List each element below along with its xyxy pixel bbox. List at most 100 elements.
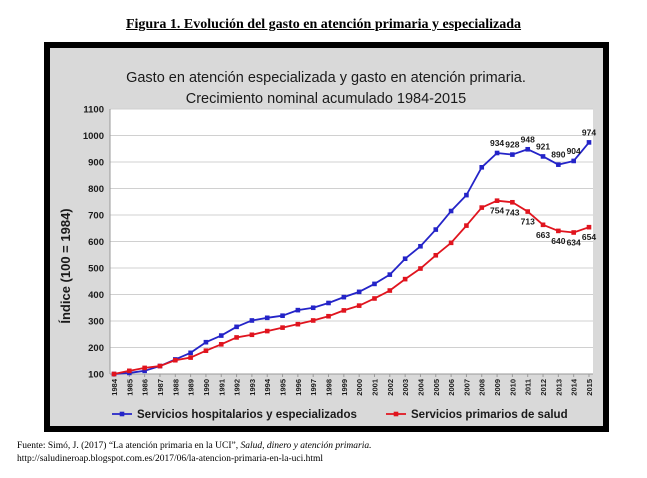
x-tick-label: 1991 [217, 379, 226, 396]
chart-subtitle: Crecimiento nominal acumulado 1984-2015 [186, 91, 467, 107]
series-1-point [188, 350, 193, 356]
y-tick-label: 1100 [83, 105, 104, 116]
y-tick-label: 1000 [83, 131, 104, 142]
chart-frame: Gasto en atención especializada y gasto … [44, 42, 609, 432]
series-2-point [188, 355, 193, 360]
x-tick-label: 2008 [478, 379, 487, 396]
source-note: Fuente: Simó, J. (2017) “La atención pri… [17, 440, 372, 466]
x-tick-label: 1990 [202, 379, 211, 396]
source-url[interactable]: http://saludineroap.blogspot.com.es/2017… [17, 454, 324, 464]
grid-lines [110, 108, 593, 375]
x-tick-label: 2000 [355, 379, 364, 396]
series-1-point [464, 192, 469, 198]
legend-marker-1 [119, 411, 125, 417]
series-2-point [326, 313, 331, 319]
series-1-point [295, 307, 301, 313]
x-tick-label: 2015 [585, 379, 594, 396]
series-2-point [157, 363, 163, 369]
series-1-point [418, 243, 423, 249]
series-2-point [418, 266, 423, 271]
series-2-point [510, 199, 515, 205]
x-tick-label: 2012 [539, 379, 548, 396]
data-label: 934 [490, 138, 504, 148]
series-1-point [448, 208, 454, 214]
y-tick-label: 400 [88, 290, 104, 301]
series-1-point [387, 272, 393, 277]
series-1-point [525, 146, 531, 152]
x-tick-label: 1995 [279, 379, 288, 396]
x-tick-label: 2011 [524, 379, 533, 395]
x-tick-label: 1998 [325, 379, 334, 396]
series-1-point [540, 154, 546, 159]
series-2-point [341, 308, 347, 313]
series-2-point [433, 252, 439, 258]
series-1-point [249, 318, 255, 323]
x-tick-label: 1997 [309, 379, 318, 396]
series-1-point [142, 368, 147, 374]
data-label: 634 [567, 237, 581, 247]
y-tick-label: 200 [88, 343, 104, 354]
series-line-1 [113, 141, 590, 375]
source-prefix: Fuente: Simó, J. (2017) “La atención pri… [17, 441, 241, 451]
series-1-point [356, 289, 362, 295]
series-2-point [556, 228, 561, 234]
x-tick-label: 2009 [493, 379, 502, 396]
series-2-point [249, 332, 255, 338]
x-tick-label: 1999 [340, 379, 349, 396]
x-tick-label: 2006 [447, 379, 456, 396]
series-1-point [510, 152, 515, 157]
x-tick-label: 1984 [110, 378, 119, 396]
series-1-point [402, 256, 408, 262]
figure-title: Figura 1. Evolución del gasto en atenció… [125, 17, 522, 32]
legend-label-2: Servicios primarios de salud [411, 409, 568, 421]
source-italic: Salud, dinero y atención primaria. [240, 441, 372, 451]
series-1-point [341, 294, 347, 300]
series-1-point [310, 305, 316, 311]
source-citation: Fuente: Simó, J. (2017) “La atención pri… [17, 440, 372, 453]
series-2-point [464, 223, 469, 228]
chart-title: Gasto en atención especializada y gasto … [126, 70, 526, 86]
x-tick-label: 2010 [508, 379, 517, 396]
data-label: 654 [582, 232, 596, 242]
y-tick-label: 500 [88, 264, 104, 275]
x-tick-label: 2002 [386, 379, 395, 396]
data-label: 754 [490, 206, 504, 216]
data-label: 974 [582, 127, 596, 137]
x-tick-label: 1994 [263, 378, 272, 396]
series-2-point [111, 371, 117, 377]
x-tick-label: 1986 [141, 379, 150, 396]
series-2-point [264, 328, 270, 334]
x-tick-label: 1993 [248, 379, 257, 396]
series-1-point [494, 150, 500, 156]
legend-marker-2 [393, 411, 399, 417]
series-1-point [203, 339, 209, 345]
y-tick-label: 600 [88, 237, 104, 248]
x-tick-label: 1985 [125, 379, 134, 396]
data-label: 663 [536, 230, 550, 240]
series-2-point [525, 209, 531, 214]
x-tick-label: 2004 [416, 378, 425, 396]
series-2-point [402, 276, 408, 282]
data-label: 890 [551, 150, 565, 160]
y-tick-label: 900 [88, 158, 104, 169]
series-2-point [586, 224, 592, 230]
data-label: 743 [505, 207, 519, 217]
data-label: 928 [505, 140, 519, 150]
series-2-point [172, 357, 178, 363]
series-1-point [218, 333, 224, 338]
y-tick-label: 300 [88, 317, 104, 328]
chart-panel: Gasto en atención especializada y gasto … [50, 48, 603, 426]
series-2-point [127, 368, 132, 374]
series-1-point [264, 315, 270, 321]
y-axis-label: Índice (100 = 1984) [58, 208, 73, 323]
series-2-point [295, 321, 301, 327]
series-1-point [586, 140, 592, 145]
series-2-point [571, 230, 576, 235]
legend-label-1: Servicios hospitalarios y especializados [137, 409, 357, 421]
chart: Gasto en atención especializada y gasto … [58, 70, 596, 421]
series-1-point [372, 281, 377, 287]
series-2-point [448, 240, 454, 246]
x-tick-label: 1992 [233, 379, 242, 396]
series-2-point [494, 198, 500, 203]
